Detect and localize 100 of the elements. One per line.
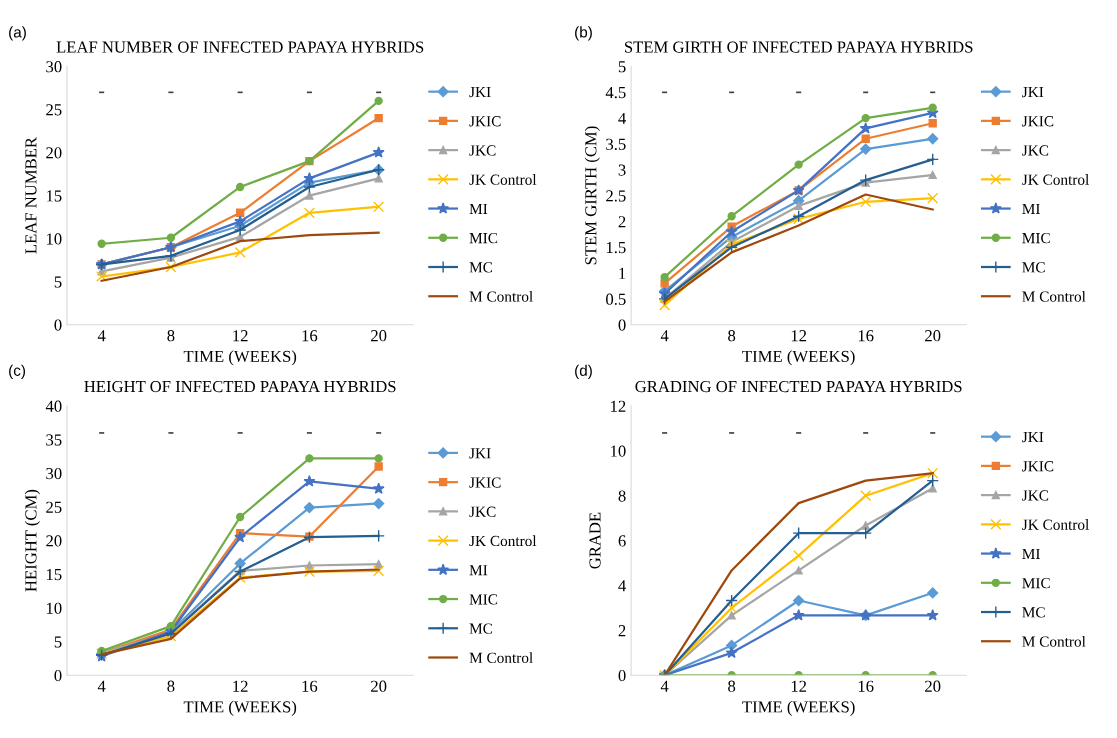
x-tick-label: 8 xyxy=(167,680,175,692)
legend-label: MIC xyxy=(1022,578,1050,589)
y-tick-label: 5 xyxy=(618,61,626,73)
legend-label: MC xyxy=(1022,262,1045,273)
y-tick-label: 25 xyxy=(46,501,62,513)
annotation: - xyxy=(796,91,802,94)
legend-label: JK Control xyxy=(1022,519,1089,530)
x-tick-label: 8 xyxy=(167,330,175,342)
legend-label: MIC xyxy=(1022,233,1050,244)
y-tick-label: 1 xyxy=(619,267,626,279)
legend-label: JKI xyxy=(469,87,491,98)
x-tick-label: 20 xyxy=(925,680,941,692)
x-tick-label: 12 xyxy=(791,680,807,692)
y-tick-label: 40 xyxy=(45,400,62,412)
y-tick-label: 6 xyxy=(618,535,626,547)
x-tick-label: 12 xyxy=(233,680,248,692)
y-tick-label: 10 xyxy=(46,233,62,245)
annotation: - xyxy=(99,91,105,94)
y-tick-label: 4 xyxy=(618,112,626,124)
legend-label: JKC xyxy=(469,145,496,156)
legend-label: JKC xyxy=(1022,490,1049,501)
y-tick-label: 4.5 xyxy=(605,87,626,99)
x-tick-label: 8 xyxy=(728,330,736,342)
y-tick-label: 10 xyxy=(46,602,62,614)
legend-label: JK Control xyxy=(469,174,537,185)
legend-label: JKIC xyxy=(469,116,501,127)
text: (c) xyxy=(9,364,26,379)
text: (b) xyxy=(575,26,592,41)
x-tick-label: 16 xyxy=(858,330,874,342)
legend-label: MIC xyxy=(469,233,498,244)
chart-title: LEAF NUMBER OF INFECTED PAPAYA HYBRIDS xyxy=(56,41,424,53)
annotation: - xyxy=(863,432,869,434)
y-tick-label: 0 xyxy=(618,319,626,331)
x-tick-label: 20 xyxy=(925,330,941,342)
annotation: - xyxy=(796,432,802,434)
annotation: - xyxy=(376,432,382,434)
chart-title: GRADING OF INFECTED PAPAYA HYBRIDS xyxy=(635,380,962,393)
legend-label: MC xyxy=(469,623,493,634)
y-tick-label: 5 xyxy=(54,276,62,288)
y-axis-title: LEAF NUMBER xyxy=(25,137,37,254)
annotation: - xyxy=(237,91,243,94)
x-tick-label: 20 xyxy=(371,680,387,692)
x-tick-label: 20 xyxy=(371,330,387,342)
chart-title: STEM GIRTH OF INFECTED PAPAYA HYBRIDS xyxy=(624,41,973,53)
annotation: - xyxy=(729,91,735,94)
y-tick-label: 12 xyxy=(611,400,626,412)
y-tick-label: 0 xyxy=(618,669,626,682)
y-tick-label: 0 xyxy=(54,319,62,331)
chart-title: HEIGHT OF INFECTED PAPAYA HYBRIDS xyxy=(84,380,396,393)
legend-label: JKI xyxy=(1022,87,1044,98)
y-tick-label: 0.5 xyxy=(606,293,626,305)
y-tick-label: 10 xyxy=(611,445,626,457)
y-tick-label: 1.5 xyxy=(606,242,626,254)
legend-label: JK Control xyxy=(1022,174,1089,185)
legend-label: MI xyxy=(469,203,488,214)
x-axis-title: TIME (WEEKS) xyxy=(183,700,297,716)
x-axis-title: TIME (WEEKS) xyxy=(742,700,855,716)
annotation: - xyxy=(662,91,668,94)
y-tick-label: 35 xyxy=(46,434,62,446)
legend-label: JKIC xyxy=(469,477,501,488)
annotation: - xyxy=(729,432,735,434)
x-tick-label: 4 xyxy=(660,680,669,692)
x-tick-label: 12 xyxy=(233,330,248,342)
annotation: - xyxy=(376,91,382,94)
legend-label: MIC xyxy=(469,594,498,605)
text: (d) xyxy=(575,364,592,379)
legend-label: JKI xyxy=(1022,432,1044,443)
x-tick-label: 16 xyxy=(302,680,318,692)
y-axis-title: STEM GIRTH (CM) xyxy=(584,126,600,265)
y-tick-label: 30 xyxy=(46,467,62,480)
legend-label: MC xyxy=(469,262,493,273)
annotation: - xyxy=(237,432,243,434)
legend-label: M Control xyxy=(1022,290,1086,302)
x-tick-label: 12 xyxy=(791,330,807,342)
x-tick-label: 8 xyxy=(728,680,736,692)
x-tick-label: 16 xyxy=(858,680,874,692)
y-tick-label: 3.5 xyxy=(606,138,626,150)
legend-label: MC xyxy=(1022,607,1045,618)
y-tick-label: 20 xyxy=(46,535,62,547)
annotation: - xyxy=(306,91,312,94)
annotation: - xyxy=(306,432,312,434)
annotation: - xyxy=(930,91,936,94)
legend-label: MI xyxy=(469,565,488,576)
y-tick-label: 25 xyxy=(46,104,62,116)
legend-label: M Control xyxy=(469,290,533,302)
x-axis-title: TIME (WEEKS) xyxy=(183,350,297,366)
annotation: - xyxy=(662,432,668,434)
legend-label: M Control xyxy=(469,652,533,663)
y-tick-label: 5 xyxy=(54,636,62,648)
annotation: - xyxy=(168,432,174,434)
legend-label: JKI xyxy=(469,448,491,459)
legend-label: M Control xyxy=(1022,635,1086,647)
y-tick-label: 15 xyxy=(46,569,62,581)
annotation: - xyxy=(863,91,869,94)
legend-label: MI xyxy=(1022,548,1040,559)
legend-label: JK Control xyxy=(469,535,537,547)
y-tick-label: 2 xyxy=(618,216,626,228)
y-axis-title: HEIGHT (CM) xyxy=(24,489,40,592)
y-tick-label: 3 xyxy=(618,164,626,176)
legend-label: JKC xyxy=(469,506,496,517)
